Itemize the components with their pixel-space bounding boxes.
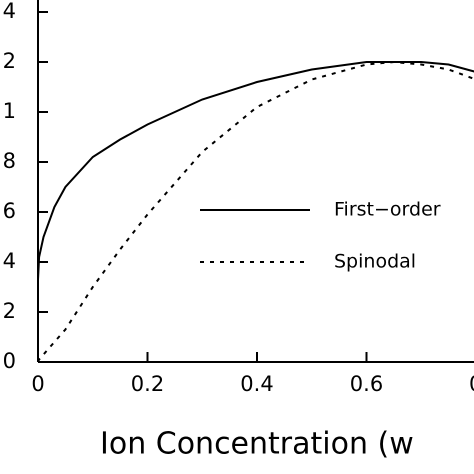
y-tick-label: 2 bbox=[3, 49, 16, 73]
y-tick-label: 2 bbox=[3, 299, 16, 323]
x-tick-label: 0.4 bbox=[240, 372, 273, 396]
x-tick-label: 0 bbox=[469, 372, 474, 396]
y-tick-label: 8 bbox=[3, 149, 16, 173]
legend-label: First−order bbox=[334, 199, 441, 221]
series-line bbox=[37, 61, 474, 280]
x-tick-label: 0 bbox=[31, 372, 44, 396]
y-tick-label: 6 bbox=[3, 199, 16, 223]
x-tick-label: 0.6 bbox=[350, 372, 383, 396]
y-tick-label: 4 bbox=[3, 0, 16, 23]
y-tick-label: 4 bbox=[3, 249, 16, 273]
legend-label: Spinodal bbox=[334, 251, 416, 273]
y-tick-label: 1 bbox=[3, 99, 16, 123]
y-tick-label: 0 bbox=[3, 349, 16, 373]
x-tick-label: 0.2 bbox=[131, 372, 164, 396]
x-axis-label: Ion Concentration (w bbox=[100, 427, 414, 462]
